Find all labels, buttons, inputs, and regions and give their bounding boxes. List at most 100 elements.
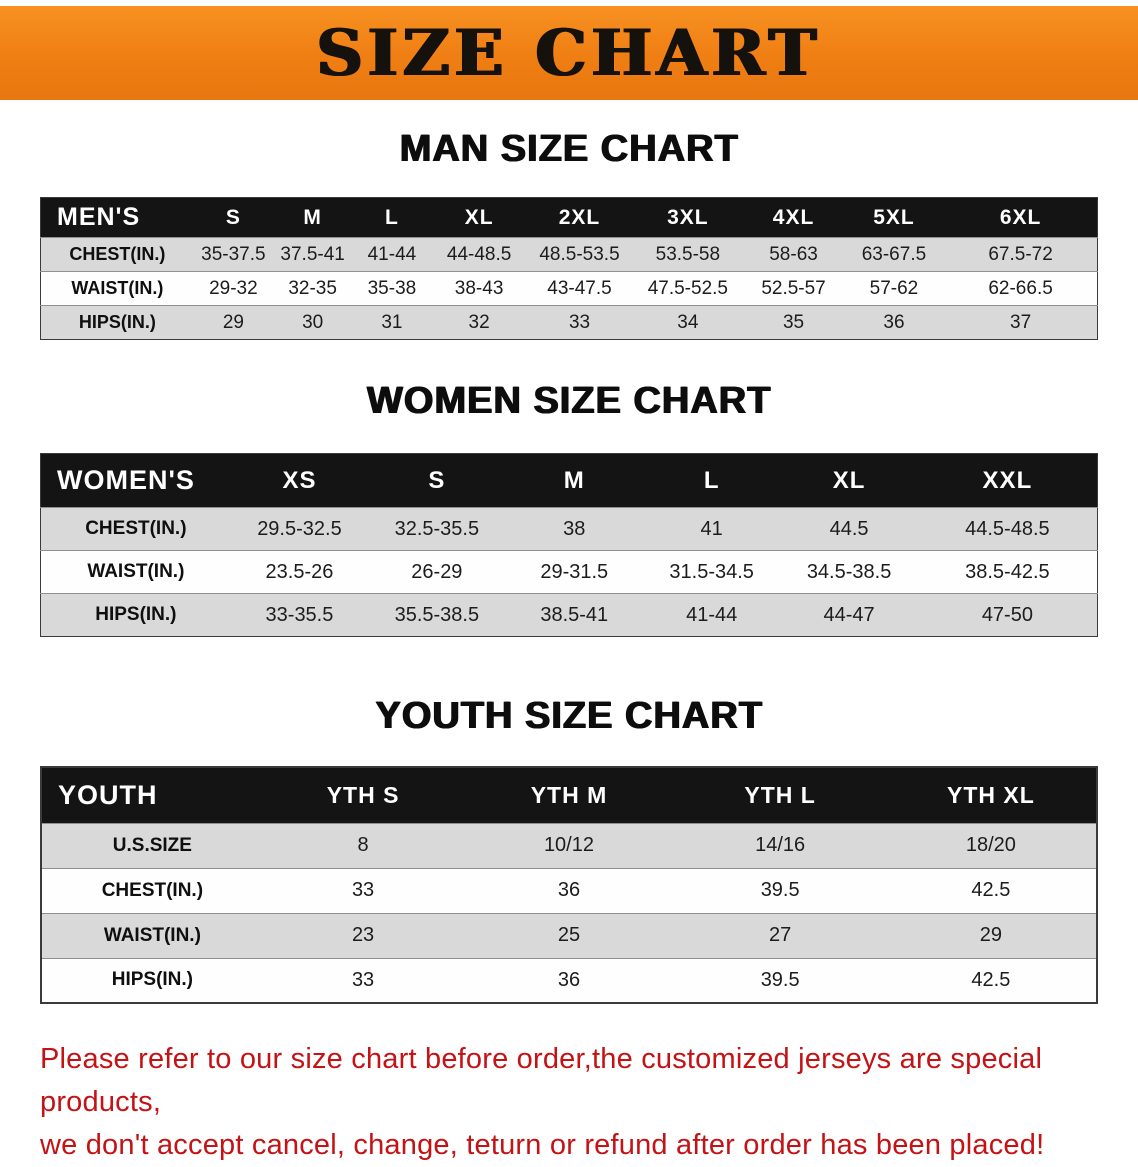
- cell: 41: [642, 507, 781, 551]
- cell: 47-50: [917, 593, 1098, 637]
- cell: 31: [352, 305, 432, 340]
- cell: 62-66.5: [944, 271, 1098, 306]
- column-header: M: [505, 453, 643, 508]
- column-header: XL: [431, 197, 527, 238]
- cell: 30: [273, 305, 353, 340]
- cell: 10/12: [463, 822, 675, 868]
- cell: 41-44: [352, 237, 432, 272]
- cell: 42.5: [885, 957, 1097, 1003]
- column-header: S: [368, 453, 506, 508]
- cell: 18/20: [885, 822, 1097, 868]
- cell: 37.5-41: [273, 237, 353, 272]
- cell: 8: [262, 822, 464, 868]
- cell: 41-44: [642, 593, 781, 637]
- cell: 33-35.5: [230, 593, 369, 637]
- table-row: CHEST(IN.) 33 36 39.5 42.5: [41, 867, 1097, 913]
- cell: 25: [463, 912, 675, 958]
- cell: 32.5-35.5: [368, 507, 506, 551]
- cell: 67.5-72: [944, 237, 1098, 272]
- women-header-row: WOMEN'S XS S M L XL XXL: [40, 453, 1098, 508]
- cell: 44.5-48.5: [917, 507, 1098, 551]
- cell: 33: [262, 957, 464, 1003]
- cell: 29-32: [193, 271, 274, 306]
- cell: 33: [262, 867, 464, 913]
- table-row: HIPS(IN.) 33-35.5 35.5-38.5 38.5-41 41-4…: [40, 593, 1098, 637]
- column-header: 4XL: [743, 197, 844, 238]
- youth-section-heading: YOUTH SIZE CHART: [375, 695, 763, 737]
- row-label: WAIST(IN.): [41, 912, 263, 958]
- cell: 53.5-58: [632, 237, 744, 272]
- row-label: HIPS(IN.): [41, 957, 263, 1003]
- column-header: XS: [230, 453, 369, 508]
- column-header: 6XL: [944, 197, 1098, 238]
- cell: 26-29: [368, 550, 506, 594]
- column-header: YTH XL: [885, 767, 1097, 823]
- cell: 38.5-41: [505, 593, 643, 637]
- column-header: S: [193, 197, 274, 238]
- table-row: U.S.SIZE 8 10/12 14/16 18/20: [41, 822, 1097, 868]
- column-header: 2XL: [526, 197, 633, 238]
- cell: 44-48.5: [431, 237, 527, 272]
- cell: 35.5-38.5: [368, 593, 506, 637]
- table-row: WAIST(IN.) 23.5-26 26-29 29-31.5 31.5-34…: [40, 550, 1098, 594]
- cell: 36: [463, 957, 675, 1003]
- disclaimer-line-2: we don't accept cancel, change, teturn o…: [40, 1129, 1045, 1161]
- cell: 58-63: [743, 237, 844, 272]
- cell: 34: [632, 305, 744, 340]
- cell: 29: [885, 912, 1097, 958]
- column-header: M: [273, 197, 353, 238]
- cell: 39.5: [674, 867, 886, 913]
- column-header: YTH M: [463, 767, 675, 823]
- column-header: XL: [780, 453, 918, 508]
- cell: 57-62: [843, 271, 945, 306]
- column-header: L: [352, 197, 432, 238]
- row-label: CHEST(IN.): [40, 507, 231, 551]
- cell: 31.5-34.5: [642, 550, 781, 594]
- cell: 37: [944, 305, 1098, 340]
- cell: 36: [843, 305, 945, 340]
- cell: 47.5-52.5: [632, 271, 744, 306]
- table-row: WAIST(IN.) 29-32 32-35 35-38 38-43 43-47…: [40, 271, 1098, 306]
- cell: 35-38: [352, 271, 432, 306]
- cell: 44.5: [780, 507, 918, 551]
- men-table-wrap: MEN'S S M L XL 2XL 3XL 4XL 5XL 6XL CHEST…: [0, 197, 1138, 340]
- column-header: YTH L: [674, 767, 886, 823]
- table-corner-label: YOUTH: [41, 767, 263, 823]
- cell: 42.5: [885, 867, 1097, 913]
- cell: 33: [526, 305, 633, 340]
- row-label: HIPS(IN.): [40, 593, 231, 637]
- cell: 29: [193, 305, 274, 340]
- women-size-table: WOMEN'S XS S M L XL XXL CHEST(IN.) 29.5-…: [40, 453, 1098, 637]
- table-row: CHEST(IN.) 29.5-32.5 32.5-35.5 38 41 44.…: [40, 507, 1098, 551]
- table-row: CHEST(IN.) 35-37.5 37.5-41 41-44 44-48.5…: [40, 237, 1098, 272]
- cell: 35-37.5: [193, 237, 274, 272]
- cell: 27: [674, 912, 886, 958]
- column-header: L: [642, 453, 781, 508]
- cell: 34.5-38.5: [780, 550, 918, 594]
- cell: 23.5-26: [230, 550, 369, 594]
- men-section-heading: MAN SIZE CHART: [399, 128, 739, 170]
- table-row: HIPS(IN.) 29 30 31 32 33 34 35 36 37: [40, 305, 1098, 340]
- cell: 32-35: [273, 271, 353, 306]
- disclaimer-line-1: Please refer to our size chart before or…: [40, 1043, 1043, 1118]
- women-table-wrap: WOMEN'S XS S M L XL XXL CHEST(IN.) 29.5-…: [0, 453, 1138, 637]
- cell: 43-47.5: [526, 271, 633, 306]
- row-label: HIPS(IN.): [40, 305, 194, 340]
- men-header-row: MEN'S S M L XL 2XL 3XL 4XL 5XL 6XL: [40, 197, 1098, 238]
- table-corner-label: MEN'S: [40, 197, 194, 238]
- cell: 36: [463, 867, 675, 913]
- cell: 29.5-32.5: [230, 507, 369, 551]
- column-header: XXL: [917, 453, 1098, 508]
- youth-header-row: YOUTH YTH S YTH M YTH L YTH XL: [41, 767, 1097, 823]
- column-header: 5XL: [843, 197, 945, 238]
- row-label: U.S.SIZE: [41, 822, 263, 868]
- cell: 44-47: [780, 593, 918, 637]
- cell: 29-31.5: [505, 550, 643, 594]
- row-label: WAIST(IN.): [40, 550, 231, 594]
- size-chart-title: SIZE CHART: [316, 15, 822, 91]
- row-label: CHEST(IN.): [41, 867, 263, 913]
- cell: 52.5-57: [743, 271, 844, 306]
- youth-size-table: YOUTH YTH S YTH M YTH L YTH XL U.S.SIZE …: [40, 766, 1098, 1004]
- table-corner-label: WOMEN'S: [40, 453, 231, 508]
- cell: 14/16: [674, 822, 886, 868]
